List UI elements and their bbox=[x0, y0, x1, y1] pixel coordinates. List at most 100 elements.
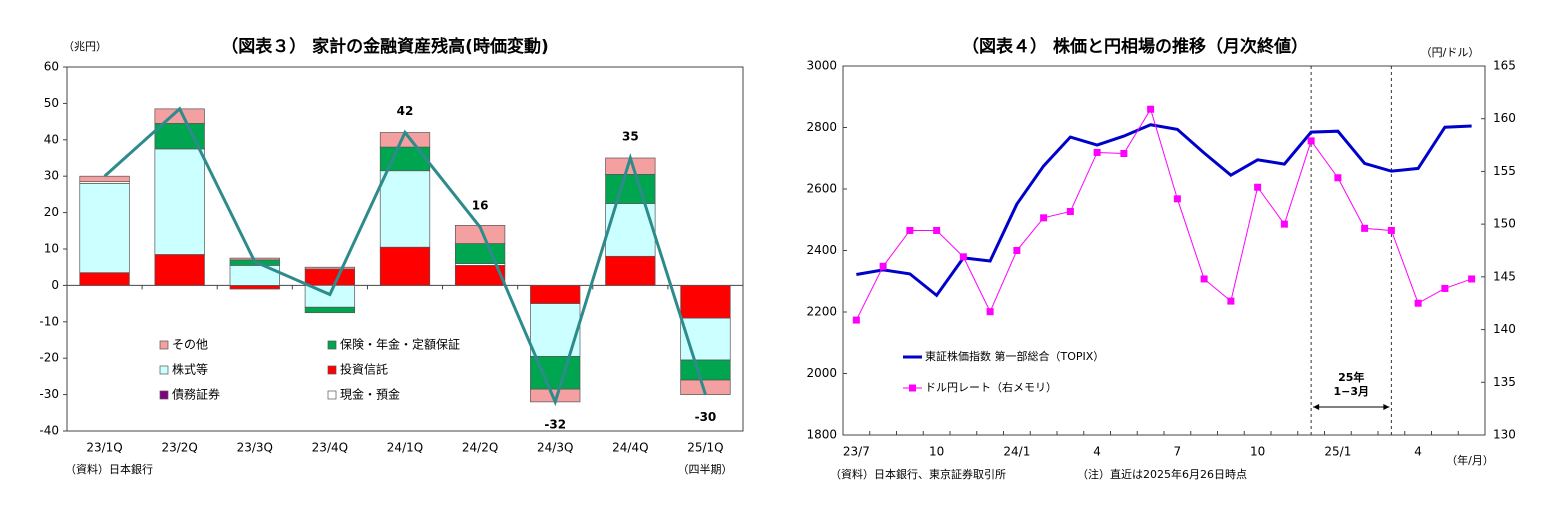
point-marker bbox=[1040, 214, 1048, 222]
bar-segment bbox=[154, 148, 205, 255]
point-marker bbox=[906, 226, 914, 234]
point-marker bbox=[1441, 284, 1449, 292]
legend-label: 現金・預金 bbox=[340, 387, 400, 402]
y-tick-label: -20 bbox=[39, 351, 59, 365]
y-tick-label: -10 bbox=[39, 314, 59, 328]
bar-segment bbox=[454, 243, 506, 264]
data-label: -30 bbox=[695, 410, 717, 424]
y2-tick-label: 145 bbox=[1493, 269, 1516, 283]
point-marker bbox=[1414, 299, 1422, 307]
x-tick-label: 4 bbox=[1414, 445, 1422, 459]
y-tick-label: 2000 bbox=[806, 366, 837, 380]
y2-tick-label: 155 bbox=[1493, 164, 1516, 178]
bar-segment bbox=[304, 306, 356, 314]
y-tick-label: 10 bbox=[44, 242, 59, 256]
y2-tick-label: 130 bbox=[1493, 428, 1516, 442]
point-marker bbox=[1361, 224, 1369, 232]
legend-swatch bbox=[327, 365, 337, 375]
x-tick-label: 24/3Q bbox=[537, 441, 573, 455]
bar-segment bbox=[79, 272, 130, 286]
y-tick-label: 40 bbox=[44, 132, 59, 146]
legend-label: 東証株価指数 第一部総合（TOPIX） bbox=[925, 349, 1104, 363]
note: （注）直近は2025年6月26日時点 bbox=[1077, 467, 1247, 481]
point-marker bbox=[1200, 275, 1208, 283]
point-marker bbox=[933, 226, 941, 234]
bar-segment bbox=[304, 285, 356, 308]
legend-label: その他 bbox=[172, 338, 208, 352]
data-label: 16 bbox=[472, 199, 489, 213]
chart-title: （図表３） 家計の金融資産残高(時価変動) bbox=[221, 36, 548, 57]
y-tick-label: 1800 bbox=[806, 428, 837, 442]
legend-swatch bbox=[159, 340, 169, 350]
y2-tick-label: 165 bbox=[1493, 59, 1516, 73]
x-tick-label: 25/1Q bbox=[687, 441, 723, 455]
legend-label: 投資信託 bbox=[340, 362, 388, 377]
bar-segment bbox=[379, 170, 431, 248]
x-tick-label: 24/4Q bbox=[612, 441, 648, 455]
bar-segment bbox=[680, 359, 731, 381]
point-marker bbox=[986, 308, 994, 316]
y-tick-label: 2600 bbox=[806, 182, 837, 196]
x-tick-label: 23/7 bbox=[843, 445, 870, 459]
x-axis-label: （四半期） bbox=[678, 462, 733, 476]
y-tick-label: -30 bbox=[39, 387, 59, 401]
bar-segment bbox=[229, 285, 280, 290]
bar-segment bbox=[530, 285, 581, 304]
x-tick-label: 23/2Q bbox=[161, 441, 197, 455]
point-marker bbox=[1120, 150, 1128, 158]
bar-segment bbox=[605, 255, 656, 286]
point-marker bbox=[1066, 207, 1074, 215]
x-tick-label: 24/1 bbox=[1003, 445, 1030, 459]
bar-segment bbox=[79, 175, 130, 183]
y-tick-label: 60 bbox=[44, 60, 59, 74]
source: （資料）日本銀行 bbox=[65, 462, 153, 476]
series-line bbox=[856, 123, 1472, 298]
point-marker bbox=[1093, 148, 1101, 156]
x-tick-label: 24/2Q bbox=[462, 441, 498, 455]
data-label: 35 bbox=[622, 130, 639, 144]
point-marker bbox=[852, 316, 860, 324]
y-tick-label: 50 bbox=[44, 96, 59, 110]
data-label: -32 bbox=[544, 417, 566, 431]
x-tick-label: 23/3Q bbox=[237, 441, 273, 455]
x-tick-label: 10 bbox=[929, 445, 944, 459]
point-marker bbox=[1254, 183, 1262, 191]
y-tick-label: 20 bbox=[44, 205, 59, 219]
point-marker bbox=[1280, 220, 1288, 228]
x-tick-label: 25/1 bbox=[1324, 445, 1351, 459]
y2-tick-label: 140 bbox=[1493, 322, 1516, 336]
y-tick-label: 2800 bbox=[806, 120, 837, 134]
point-marker bbox=[879, 262, 887, 270]
bar-segment bbox=[304, 268, 356, 286]
y2-tick-label: 135 bbox=[1493, 375, 1516, 389]
total-line bbox=[103, 106, 707, 407]
legend-label: 債務証券 bbox=[172, 387, 220, 402]
chart-title: （図表４） 株価と円相場の推移（月次終値） bbox=[962, 36, 1308, 57]
annotation: 25年 bbox=[1338, 370, 1364, 384]
bar-segment bbox=[605, 174, 656, 204]
legend-swatch bbox=[159, 365, 169, 375]
legend-marker bbox=[909, 384, 916, 392]
source: （資料）日本銀行、東京証券取引所 bbox=[830, 467, 1006, 481]
bar-segment bbox=[79, 183, 130, 274]
legend-label: 株式等 bbox=[172, 362, 208, 377]
plot-frame bbox=[842, 65, 1486, 436]
y-tick-label: -40 bbox=[39, 424, 59, 438]
bar-segment bbox=[154, 254, 205, 286]
y-tick-label: 2400 bbox=[806, 243, 837, 257]
series-line bbox=[855, 108, 1472, 321]
point-marker bbox=[1307, 137, 1315, 145]
x-tick-label: 4 bbox=[1093, 445, 1101, 459]
y-tick-label: 0 bbox=[51, 278, 59, 292]
legend-label: ドル円レート（右メモリ） bbox=[925, 380, 1057, 394]
y2-axis-label: （円/ドル） bbox=[1421, 46, 1480, 59]
y-axis-label: （兆円） bbox=[63, 40, 107, 53]
x-tick-label: 23/4Q bbox=[312, 441, 348, 455]
annotation: 1−3月 bbox=[1333, 385, 1369, 398]
bar-segment bbox=[304, 266, 356, 270]
point-marker bbox=[1468, 275, 1476, 283]
x-tick-label: 10 bbox=[1250, 445, 1265, 459]
data-label: 42 bbox=[397, 104, 414, 118]
point-marker bbox=[1013, 247, 1021, 254]
